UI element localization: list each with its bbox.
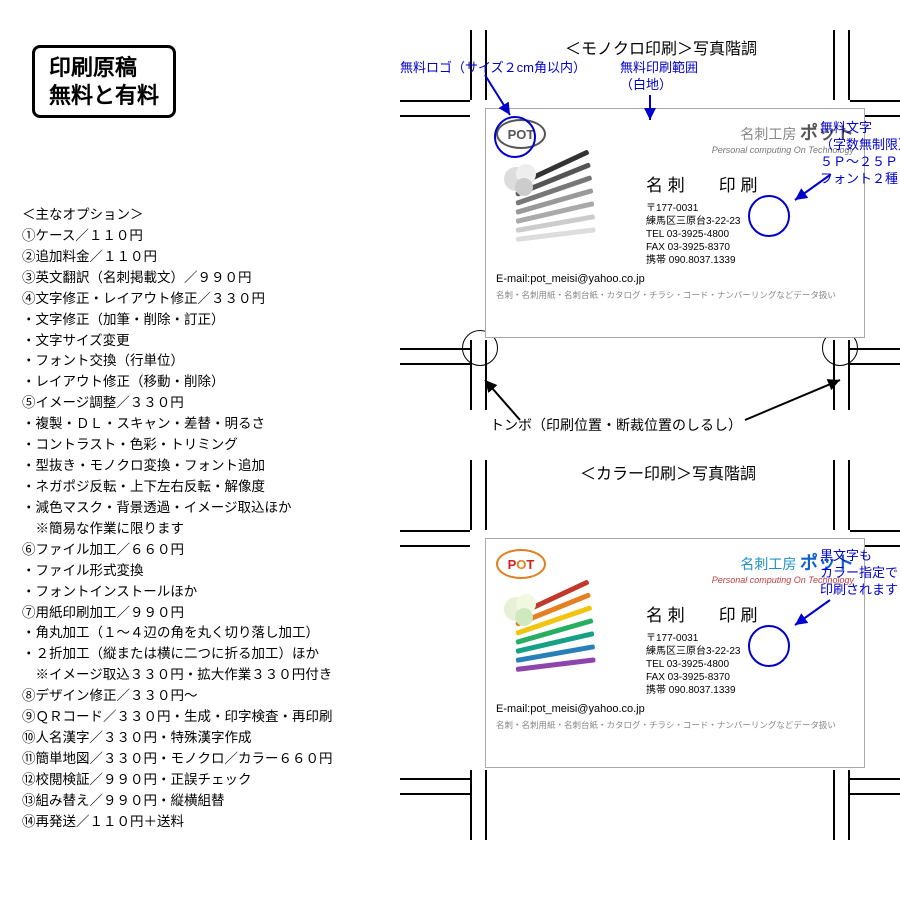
option-line: ・文字サイズ変更 (22, 331, 422, 352)
annot-circle-logo (494, 116, 536, 158)
option-line: ※イメージ取込３３０円・拡大作業３３０円付き (22, 665, 422, 686)
tombo-label: トンボ（印刷位置・断裁位置のしるし） (490, 415, 742, 435)
mono-card-area: POT 名刺工房 ポット Personal computing On Techn… (430, 60, 890, 380)
business-card-mono: POT 名刺工房 ポット Personal computing On Techn… (485, 108, 865, 338)
option-line: ・ネガポジ反転・上下左右反転・解像度 (22, 477, 422, 498)
option-line: ・レイアウト修正（移動・削除） (22, 372, 422, 393)
brand-pre: 名刺工房 (740, 126, 796, 142)
header-mono: ＜モノクロ印刷＞写真階調 (565, 35, 757, 59)
option-line: ・文字修正（加筆・削除・訂正） (22, 310, 422, 331)
email: E-mail:pot_meisi@yahoo.co.jp (496, 273, 854, 285)
option-line: ⑤イメージ調整／３３０円 (22, 393, 422, 414)
option-line: ⑧デザイン修正／３３０円～ (22, 686, 422, 707)
annot-logo: 無料ロゴ（サイズ２cm角以内） (400, 60, 586, 77)
annot-color: 黒文字も カラー指定で 印刷されます (820, 548, 900, 599)
option-line: ⑭再発送／１１０円＋送料 (22, 812, 422, 833)
color-card-area: POT 名刺工房 ポット Personal computing On Techn… (430, 490, 890, 810)
zip: 〒177-0031 (646, 632, 757, 645)
addr: 練馬区三原台3-22-23 (646, 215, 757, 228)
option-line: ・２折加工（縦または横に二つに折る加工）ほか (22, 644, 422, 665)
tel: TEL 03-3925-4800 (646, 228, 757, 241)
option-line: ※簡易な作業に限ります (22, 519, 422, 540)
email: E-mail:pot_meisi@yahoo.co.jp (496, 703, 854, 715)
option-line: ・フォント交換（行単位） (22, 351, 422, 372)
option-line: ・フォントインストールほか (22, 582, 422, 603)
option-line: ⑫校閲検証／９９０円・正誤チェック (22, 770, 422, 791)
title-line-1: 印刷原稿 (49, 54, 159, 82)
zip: 〒177-0031 (646, 202, 757, 215)
option-line: ⑦用紙印刷加工／９９０円 (22, 603, 422, 624)
option-line: ・減色マスク・背景透過・イメージ取込ほか (22, 498, 422, 519)
option-line: ①ケース／１１０円 (22, 226, 422, 247)
title-line-2: 無料と有料 (49, 82, 159, 110)
title-box: 印刷原稿 無料と有料 (32, 45, 176, 118)
options-header: ＜主なオプション＞ (22, 205, 422, 226)
option-line: ⑪簡単地図／３３０円・モノクロ／カラー６６０円 (22, 749, 422, 770)
options-list: ①ケース／１１０円②追加料金／１１０円③英文翻訳（名刺掲載文）／９９０円④文字修… (22, 226, 422, 833)
addr: 練馬区三原台3-22-23 (646, 645, 757, 658)
option-line: ⑩人名漢字／３３０円・特殊漢字作成 (22, 728, 422, 749)
fax: FAX 03-3925-8370 (646, 671, 757, 684)
card-footer: 名刺・名刺用紙・名刺台紙・カタログ・チラシ・コード・ナンバーリングなどデータ扱い (496, 719, 854, 731)
fax: FAX 03-3925-8370 (646, 241, 757, 254)
brand-pre: 名刺工房 (740, 556, 796, 572)
name1: 名 刺 (646, 176, 685, 195)
option-line: ②追加料金／１１０円 (22, 247, 422, 268)
option-line: ⑥ファイル加工／６６０円 (22, 540, 422, 561)
annot-text: 無料文字 （字数無制限） ５Ｐ～２５Ｐ フォント２種 (820, 120, 900, 188)
annot-circle-color (748, 625, 790, 667)
annot-area: 無料印刷範囲 （白地） (620, 60, 698, 94)
option-line: ・ファイル形式変換 (22, 561, 422, 582)
option-line: ③英文翻訳（名刺掲載文）／９９０円 (22, 268, 422, 289)
options-block: ＜主なオプション＞ ①ケース／１１０円②追加料金／１１０円③英文翻訳（名刺掲載文… (22, 205, 422, 833)
option-line: ④文字修正・レイアウト修正／３３０円 (22, 289, 422, 310)
name2: 印 刷 (719, 606, 758, 625)
option-line: ⑬組み替え／９９０円・縦横組替 (22, 791, 422, 812)
header-color: ＜カラー印刷＞写真階調 (580, 460, 756, 484)
flower-image (496, 589, 546, 629)
option-line: ・型抜き・モノクロ変換・フォント追加 (22, 456, 422, 477)
option-line: ・角丸加工（１～４辺の角を丸く切り落し加工） (22, 623, 422, 644)
name2: 印 刷 (719, 176, 758, 195)
option-line: ⑨ＱＲコード／３３０円・生成・印字検査・再印刷 (22, 707, 422, 728)
annot-circle-text (748, 195, 790, 237)
flower-image (496, 159, 546, 199)
tel: TEL 03-3925-4800 (646, 658, 757, 671)
option-line: ・複製・ＤＬ・スキャン・差替・明るさ (22, 414, 422, 435)
name1: 名 刺 (646, 606, 685, 625)
option-line: ・コントラスト・色彩・トリミング (22, 435, 422, 456)
card-footer: 名刺・名刺用紙・名刺台紙・カタログ・チラシ・コード・ナンバーリングなどデータ扱い (496, 289, 854, 301)
mobile: 携帯 090.8037.1339 (646, 254, 757, 267)
mobile: 携帯 090.8037.1339 (646, 684, 757, 697)
business-card-color: POT 名刺工房 ポット Personal computing On Techn… (485, 538, 865, 768)
card-logo: POT (496, 549, 546, 579)
